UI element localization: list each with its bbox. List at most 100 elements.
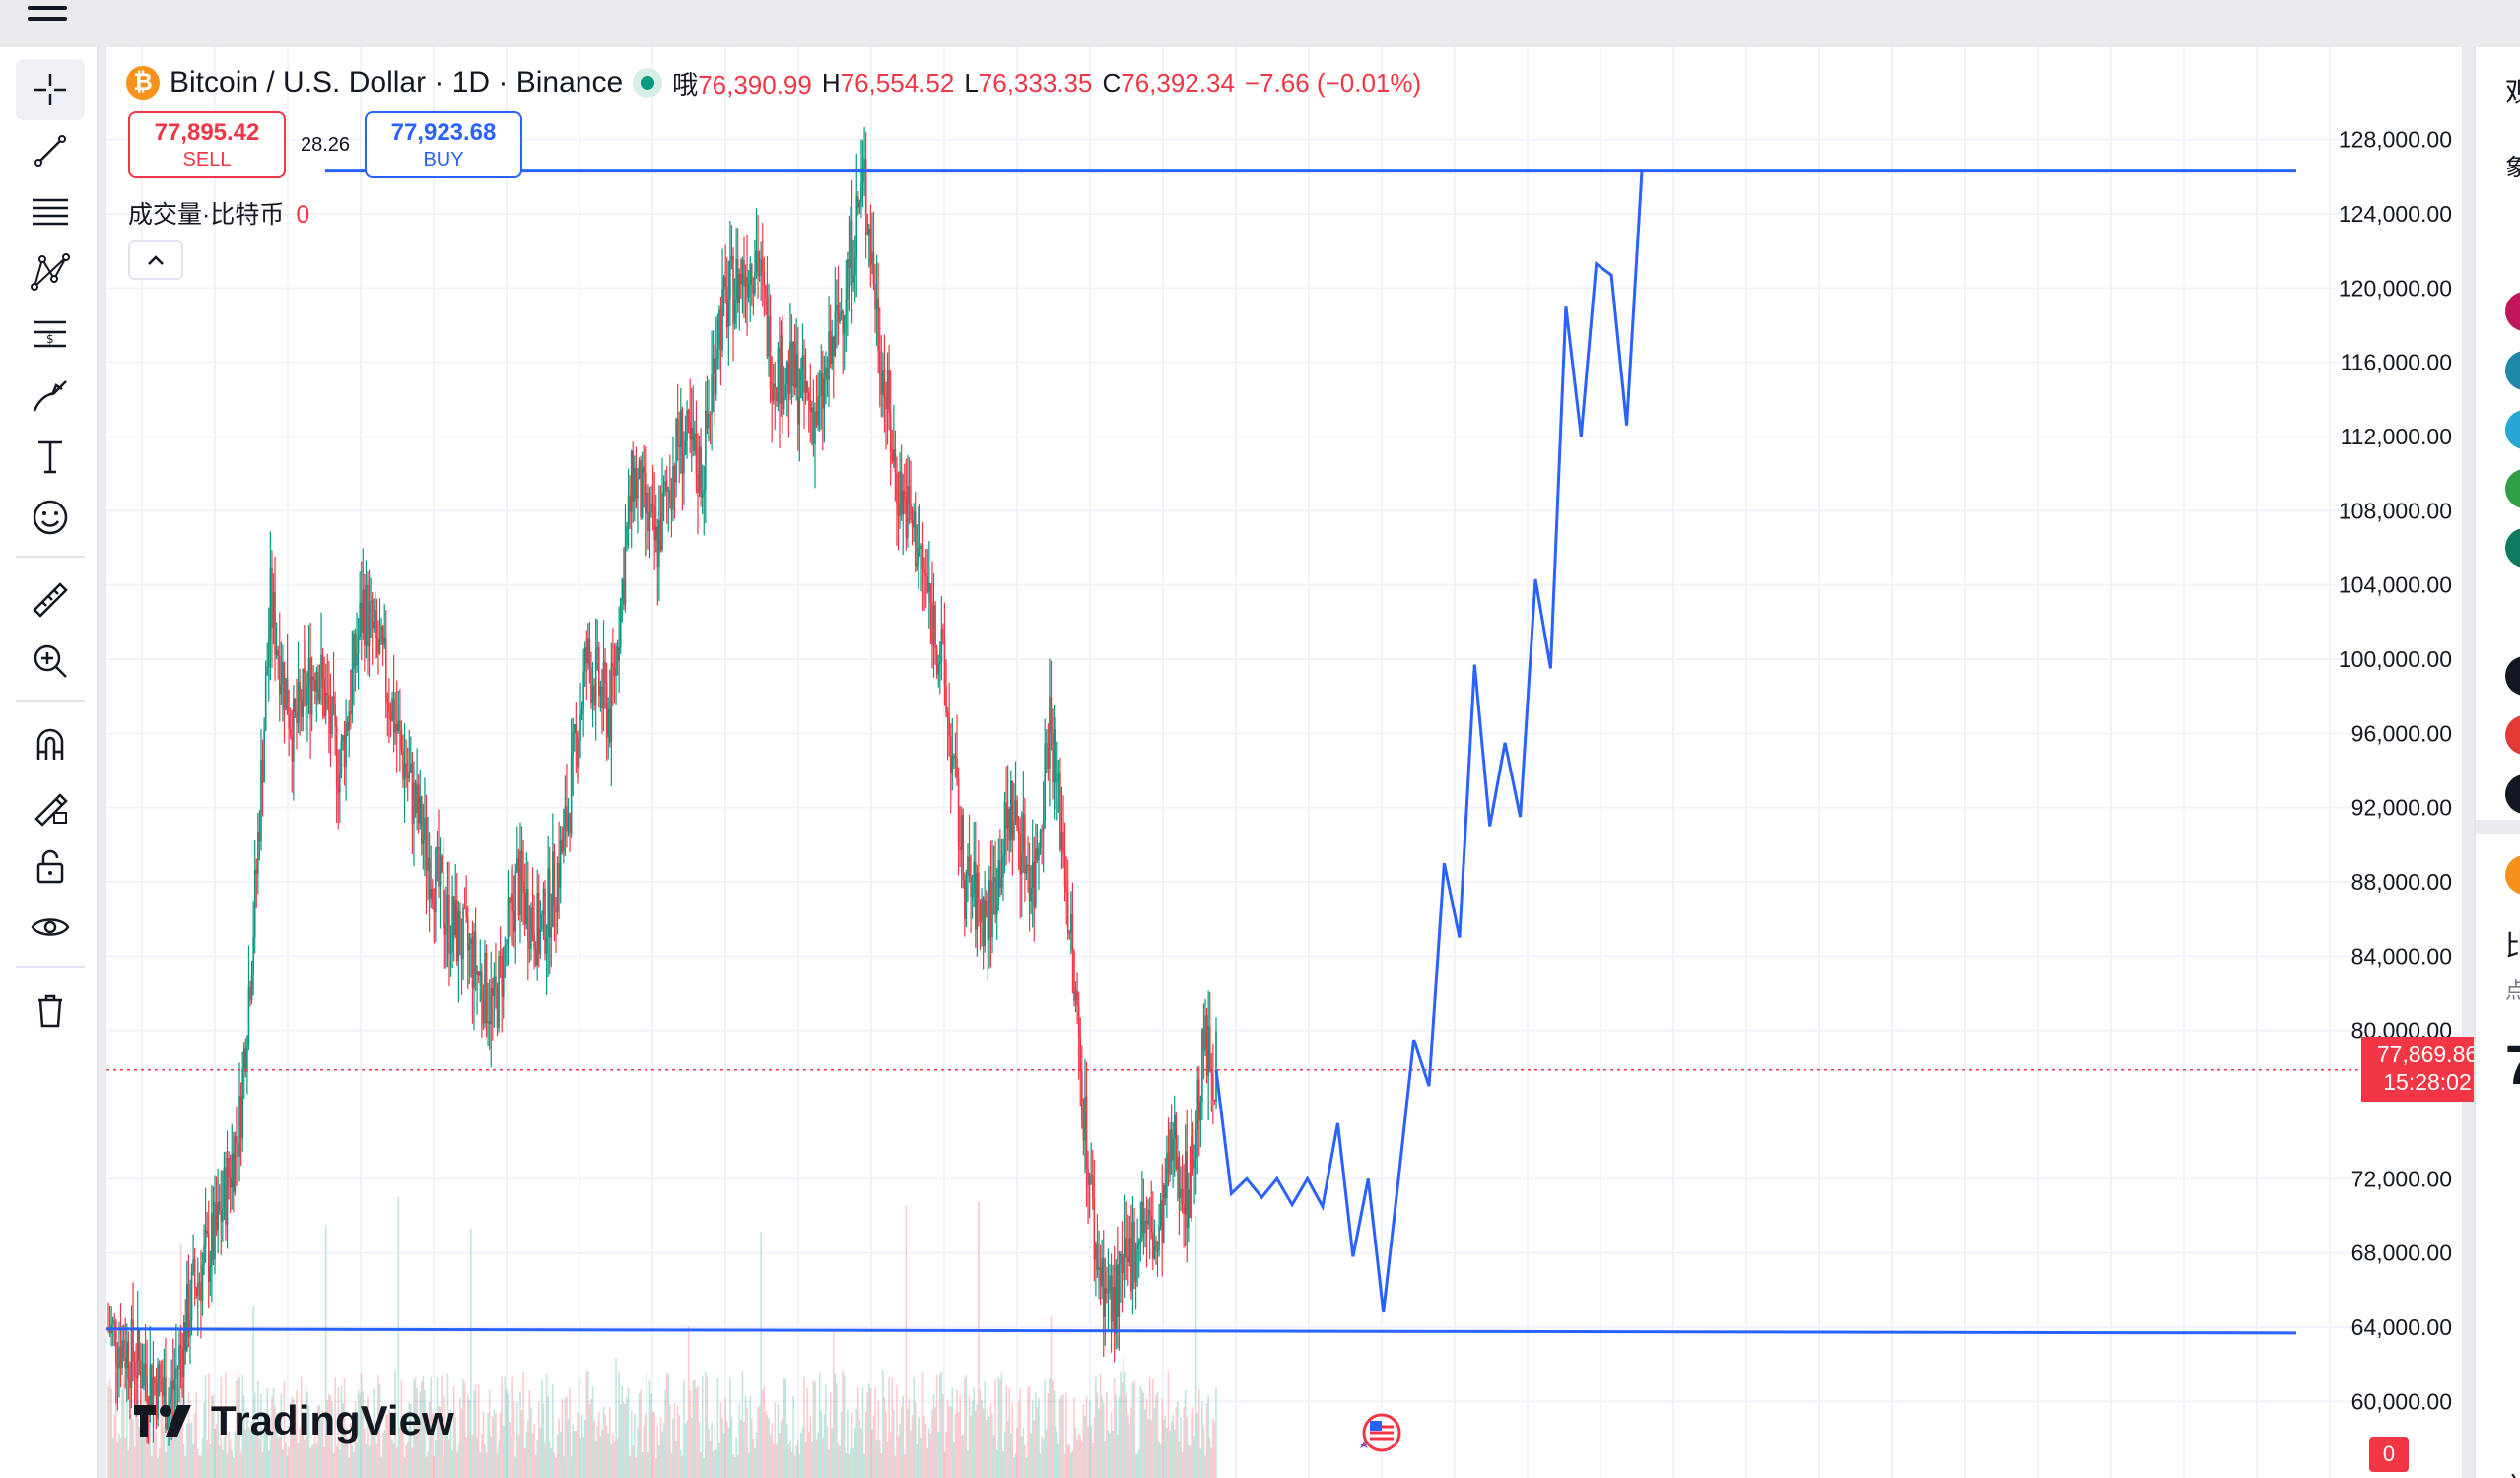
volume-bar [926,1447,929,1478]
candle-body [1019,833,1021,875]
text-icon[interactable] [16,426,85,487]
candle-body [796,354,799,425]
symbol-icon[interactable] [2505,292,2520,331]
watchlist-title[interactable]: 观 [2505,71,2520,110]
candle-body [1124,1238,1126,1259]
tradingview-logo[interactable]: TradingView [132,1397,454,1444]
us-flag-event-icon[interactable] [1356,1409,1403,1456]
crosshair-icon[interactable] [16,59,85,120]
volume-bar [1071,1449,1074,1478]
ruler-icon[interactable] [16,570,85,631]
symbol-icon[interactable] [2505,855,2520,895]
volume-bar [698,1422,701,1478]
symbol-icon[interactable] [2505,351,2520,390]
volume-bar [1212,1418,1214,1478]
volume-bar [755,1432,758,1478]
pattern-icon[interactable] [16,242,85,303]
volume-bar [1124,1371,1126,1478]
symbol-icon[interactable] [2505,528,2520,568]
candle-body [474,931,477,975]
symbol-icon[interactable] [2505,656,2520,696]
volume-bar [1118,1396,1121,1478]
volume-bar [130,1414,133,1478]
fib-retracement-icon[interactable] [16,181,85,242]
volume-bar [293,1399,295,1478]
candle-body [626,526,628,546]
volume-bar [275,1418,278,1478]
symbol-icon[interactable] [2505,469,2520,508]
details-symbol-name: 比 [2505,924,2520,964]
volume-bar [377,1375,379,1478]
symbol-title[interactable]: Bitcoin / U.S. Dollar · 1D · Binance [170,66,624,99]
candle-body [364,589,366,646]
candle-body [257,832,259,874]
volume-bar [815,1439,818,1478]
volume-bar [417,1420,420,1478]
alert-count-badge[interactable]: 0 [2369,1437,2409,1472]
emoji-icon[interactable] [16,487,85,548]
candle-body [825,367,827,379]
volume-bar [294,1429,297,1478]
price-chart[interactable]: 128,000.00124,000.00120,000.00116,000.00… [106,47,2462,1478]
eye-icon[interactable] [16,897,85,958]
candle-body [1082,1121,1085,1141]
candle-body [507,897,510,944]
chart-pane[interactable]: 128,000.00 124,000.00 120,000.00 116,000.00… [106,47,2493,1478]
volume-bar [569,1387,571,1478]
zoom-in-icon[interactable] [16,631,85,692]
candle-body [1199,1101,1202,1121]
candle-body [190,1271,193,1320]
symbol-icon[interactable] [2505,715,2520,755]
symbol-icon[interactable] [2505,410,2520,449]
candle-body [800,370,802,398]
magnet-icon[interactable] [16,713,85,774]
volume-bar [556,1434,559,1478]
unlock-icon[interactable] [16,836,85,897]
volume-bar [690,1417,693,1478]
trash-icon[interactable] [16,979,85,1041]
volume-bar [601,1429,603,1478]
volume-bar [875,1439,878,1478]
candle-body [1052,733,1054,783]
symbol-icon[interactable] [2505,774,2520,814]
brush-icon[interactable] [16,365,85,426]
candle-body [465,908,467,917]
volume-bar [511,1377,513,1478]
long-position-icon[interactable]: $ [16,303,85,365]
volume-bar [476,1437,478,1478]
volume-bar [733,1457,736,1478]
candle-body [405,763,407,777]
hamburger-menu-icon[interactable] [28,0,75,24]
candle-body [353,633,355,670]
volume-bar [971,1400,974,1478]
candle-body [948,717,950,737]
volume-bar [517,1434,520,1478]
volume-bar [381,1432,384,1478]
volume-bar [378,1384,381,1478]
volume-bar [908,1398,911,1478]
candle-body [897,503,900,516]
volume-bar [782,1417,783,1478]
trend-line-icon[interactable] [16,120,85,181]
candle-body [703,489,706,495]
buy-button[interactable]: 77,923.68 BUY [365,111,522,178]
candle-body [448,895,450,954]
candle-body [175,1368,177,1379]
volume-bar [536,1440,538,1478]
candle-body [1131,1222,1134,1292]
candle-body [479,971,482,976]
volume-bar [811,1442,813,1478]
volume-bar [577,1413,579,1478]
collapse-legend-button[interactable] [128,240,183,280]
volume-bar [1016,1427,1018,1478]
sell-button[interactable]: 77,895.42 SELL [128,111,286,178]
volume-legend[interactable]: 成交量·比特币 0 [128,195,309,231]
candle-body [365,584,368,646]
lock-drawing-icon[interactable] [16,774,85,836]
market-status-icon[interactable] [633,68,663,98]
volume-bar [277,1437,280,1478]
candle-body [525,888,528,925]
volume-bar [761,1389,764,1478]
volume-bar [923,1416,925,1478]
candle-body [414,782,417,814]
